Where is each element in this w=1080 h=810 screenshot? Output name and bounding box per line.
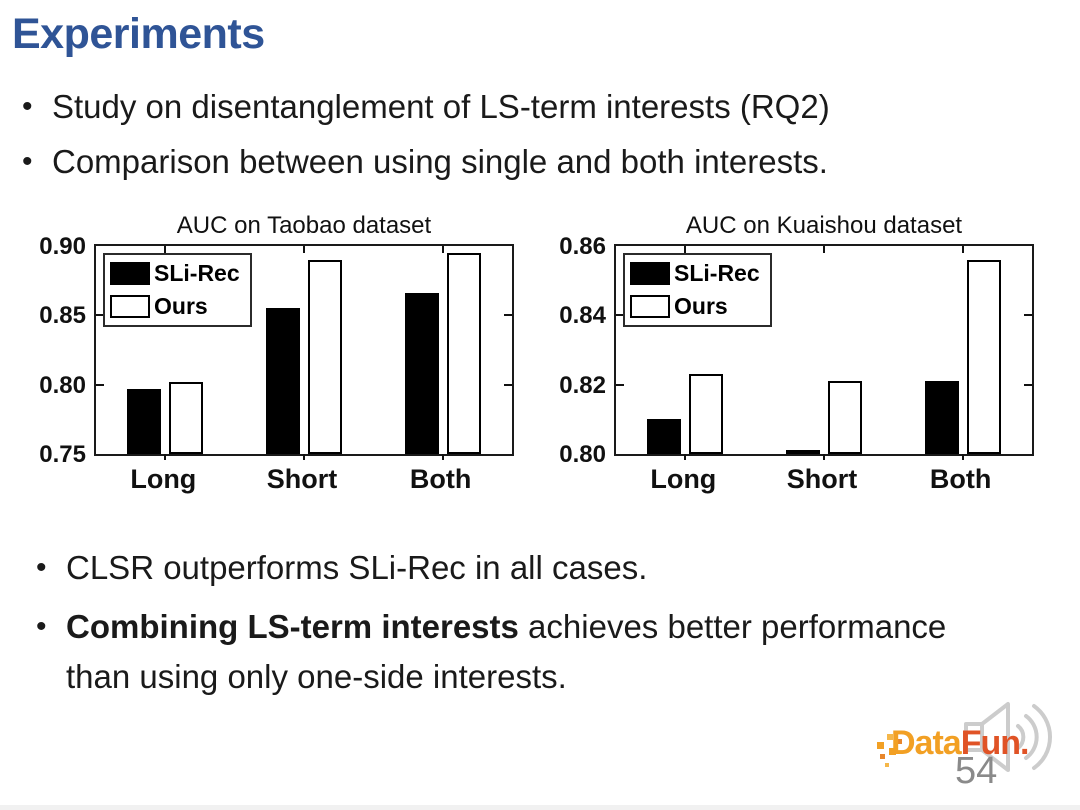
bar-sli-rec-both bbox=[924, 381, 959, 454]
x-tick-label: Long bbox=[650, 464, 717, 494]
legend-swatch bbox=[630, 295, 670, 318]
x-tick-mark bbox=[961, 246, 964, 253]
bullet-item: • CLSR outperforms SLi-Rec in all cases. bbox=[36, 543, 1056, 593]
y-tick-label: 0.82 bbox=[559, 371, 606, 399]
y-tick-mark bbox=[96, 383, 104, 386]
bar-ours-both bbox=[446, 252, 481, 454]
bar-ours-long bbox=[169, 381, 204, 454]
legend-row: SLi-Rec bbox=[110, 260, 240, 287]
y-tick-mark bbox=[96, 314, 104, 317]
datafun-logo: DataFun. 54 bbox=[875, 702, 1070, 808]
x-tick-mark bbox=[961, 454, 964, 460]
bottom-bullets: • CLSR outperforms SLi-Rec in all cases.… bbox=[36, 543, 1056, 711]
legend-row: Ours bbox=[630, 293, 760, 320]
x-tick-label: Both bbox=[929, 464, 992, 494]
y-tick-mark bbox=[1024, 314, 1032, 317]
chart-title: AUC on Taobao dataset bbox=[176, 212, 432, 239]
x-tick-label: Short bbox=[786, 464, 858, 494]
chart-title: AUC on Kuaishou dataset bbox=[685, 212, 963, 239]
legend: SLi-Rec Ours bbox=[623, 253, 772, 327]
bar-ours-long bbox=[689, 374, 724, 454]
bullet-text: Comparison between using single and both… bbox=[52, 143, 828, 180]
bar-sli-rec-both bbox=[404, 293, 439, 454]
bullet-rest-text: CLSR outperforms SLi-Rec in all cases. bbox=[66, 549, 648, 586]
bullet-marker: • bbox=[22, 145, 33, 178]
x-tick-mark bbox=[823, 454, 825, 460]
bar-ours-short bbox=[828, 381, 862, 454]
legend-label: SLi-Rec bbox=[674, 260, 760, 286]
bullet-text-line2: than using only one-side interests. bbox=[66, 658, 567, 695]
top-bullets: • Study on disentanglement of LS-term in… bbox=[22, 84, 1052, 194]
legend-swatch bbox=[110, 262, 150, 285]
bullet-text: Combining LS-term interests achieves bet… bbox=[66, 602, 1056, 702]
y-tick-label: 0.80 bbox=[39, 371, 86, 399]
page-title: Experiments bbox=[12, 10, 265, 58]
legend-row: Ours bbox=[110, 293, 240, 320]
x-tick-mark bbox=[164, 454, 167, 460]
x-tick-mark bbox=[684, 246, 687, 253]
logo-text: DataFun. bbox=[891, 724, 1030, 763]
x-tick-mark bbox=[303, 454, 305, 460]
bullet-marker: • bbox=[36, 610, 47, 643]
bar-sli-rec-short bbox=[266, 308, 300, 454]
bullet-item: • Comparison between using single and bo… bbox=[22, 139, 1052, 185]
y-tick-label: 0.86 bbox=[559, 233, 606, 260]
bar-ours-short bbox=[308, 259, 342, 454]
y-tick-label: 0.75 bbox=[39, 441, 86, 468]
y-tick-mark bbox=[616, 383, 624, 386]
y-tick-mark bbox=[1024, 383, 1032, 386]
y-tick-label: 0.85 bbox=[39, 302, 86, 330]
x-tick-label: Long bbox=[130, 464, 197, 494]
bar-ours-both bbox=[966, 259, 1001, 454]
chart-kuaishou: AUC on Kuaishou dataset SLi-Rec Ours 0.80… bbox=[556, 208, 1048, 508]
speaker-icon bbox=[964, 702, 1052, 772]
bar-sli-rec-long bbox=[127, 388, 162, 454]
x-tick-label: Short bbox=[266, 464, 338, 494]
x-tick-mark bbox=[823, 246, 825, 253]
bullet-marker: • bbox=[36, 551, 47, 584]
y-tick-mark bbox=[504, 314, 512, 317]
bullet-rest-text: achieves better performance bbox=[518, 608, 947, 645]
bullet-item: • Combining LS-term interests achieves b… bbox=[36, 602, 1056, 702]
bullet-marker: • bbox=[22, 90, 33, 123]
plot-area: SLi-Rec Ours bbox=[94, 244, 514, 456]
y-tick-label: 0.84 bbox=[559, 302, 606, 330]
legend-swatch bbox=[630, 262, 670, 285]
x-tick-mark bbox=[441, 246, 444, 253]
x-tick-mark bbox=[684, 454, 687, 460]
legend-label: SLi-Rec bbox=[154, 260, 240, 286]
plot-area: SLi-Rec Ours bbox=[614, 244, 1034, 456]
x-tick-mark bbox=[303, 246, 305, 253]
bar-sli-rec-short bbox=[786, 450, 820, 454]
bullet-bold-text: Combining LS-term interests bbox=[66, 608, 519, 645]
page-number: 54 bbox=[955, 750, 998, 792]
slide-bottom-edge bbox=[0, 805, 1080, 810]
y-tick-label: 0.80 bbox=[559, 441, 606, 468]
legend-row: SLi-Rec bbox=[630, 260, 760, 287]
bar-sli-rec-long bbox=[647, 419, 682, 454]
chart-taobao: AUC on Taobao dataset SLi-Rec Ours 0.75 0.… bbox=[36, 208, 528, 508]
bullet-text: Study on disentanglement of LS-term inte… bbox=[52, 88, 830, 125]
legend: SLi-Rec Ours bbox=[103, 253, 252, 327]
y-tick-mark bbox=[616, 314, 624, 317]
legend-label: Ours bbox=[154, 293, 208, 319]
bullet-text: CLSR outperforms SLi-Rec in all cases. bbox=[66, 543, 1056, 593]
y-tick-mark bbox=[504, 383, 512, 386]
x-tick-mark bbox=[441, 454, 444, 460]
y-tick-label: 0.90 bbox=[39, 233, 86, 260]
logo-text-data: Data bbox=[891, 724, 962, 762]
bullet-item: • Study on disentanglement of LS-term in… bbox=[22, 84, 1052, 130]
x-tick-mark bbox=[164, 246, 167, 253]
legend-label: Ours bbox=[674, 293, 728, 319]
x-tick-label: Both bbox=[409, 464, 472, 494]
logo-text-fun: Fun. bbox=[960, 724, 1030, 762]
legend-swatch bbox=[110, 295, 150, 318]
